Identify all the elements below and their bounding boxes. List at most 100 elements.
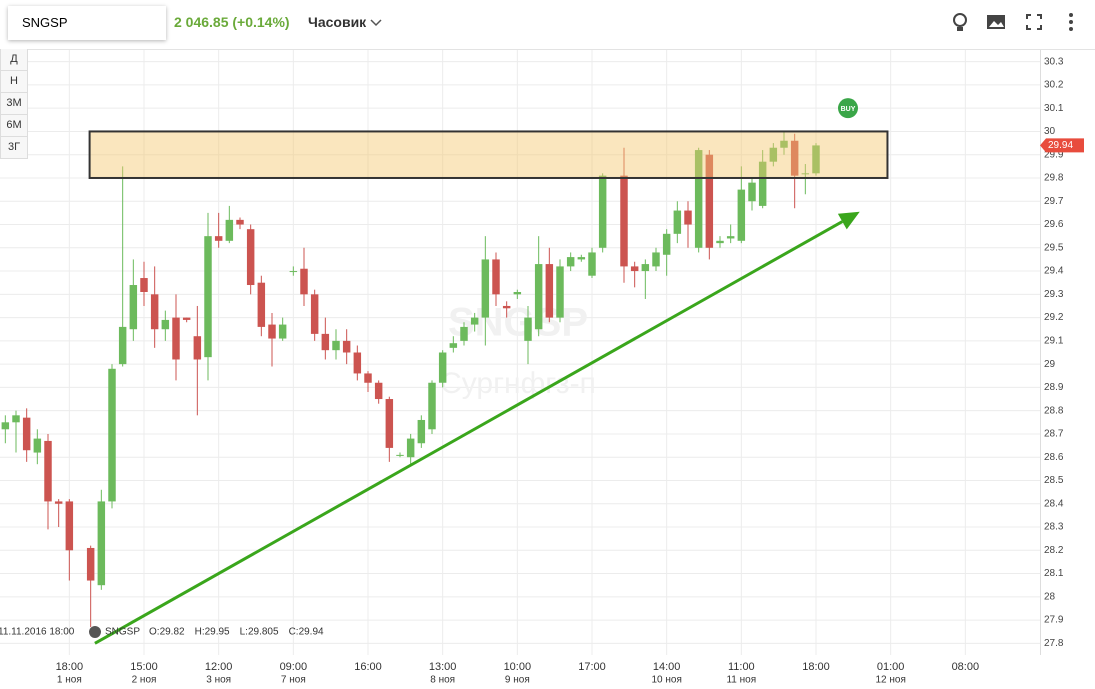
candle-body <box>172 317 180 360</box>
candle-body <box>737 189 746 241</box>
candle-body <box>193 336 202 360</box>
candle-body <box>374 382 383 400</box>
candle-body <box>150 294 159 330</box>
plot-border <box>1040 50 1041 655</box>
x-tick-label: 18:00 <box>802 661 830 673</box>
candle-body <box>545 264 554 318</box>
candle-body <box>673 210 682 234</box>
x-tick-label: 09:00 <box>280 661 308 673</box>
date-label: 10 ноя <box>651 675 681 686</box>
y-tick-label: 30.2 <box>1044 80 1064 91</box>
candle-body <box>428 382 436 430</box>
y-tick-label: 28.5 <box>1044 475 1064 486</box>
candle-body <box>577 257 586 260</box>
legend-dot <box>89 626 101 638</box>
candle-body <box>214 236 223 241</box>
candle-body <box>460 326 468 341</box>
range-button[interactable]: 6М <box>0 115 28 137</box>
y-tick-label: 29.3 <box>1044 289 1064 300</box>
candle-body <box>705 154 714 248</box>
candle-body <box>684 210 692 225</box>
image-icon[interactable] <box>987 15 1005 29</box>
y-tick-label: 29.5 <box>1044 242 1064 253</box>
symbol-input[interactable]: SNGSP <box>8 6 166 40</box>
candle-body <box>694 150 703 248</box>
menu-icon[interactable] <box>1069 13 1073 31</box>
x-tick-label: 11:00 <box>728 661 755 673</box>
y-tick-label: 29.9 <box>1044 149 1064 160</box>
candle-body <box>385 399 394 448</box>
candle-body <box>300 268 308 295</box>
candle-body <box>225 219 234 241</box>
interval-select[interactable]: Часовик <box>308 14 382 30</box>
candle-body <box>54 501 63 504</box>
x-tick-label: 13:00 <box>429 661 457 673</box>
y-tick-label: 28.7 <box>1044 429 1064 440</box>
x-tick-label: 12:00 <box>205 661 233 673</box>
candle-body <box>566 257 575 267</box>
y-tick-label: 29.6 <box>1044 219 1064 230</box>
y-tick-label: 28.3 <box>1044 522 1064 533</box>
fullscreen-icon[interactable] <box>1026 14 1042 30</box>
y-tick-label: 28.9 <box>1044 382 1064 393</box>
candle-body <box>534 264 543 330</box>
candle-body <box>342 340 351 353</box>
date-label: 12 ноя <box>875 675 905 686</box>
range-button[interactable]: Н <box>0 71 28 93</box>
candle-body <box>236 219 244 225</box>
date-label: 3 ноя <box>206 675 231 686</box>
candle-body <box>769 147 778 162</box>
y-tick-label: 29 <box>1044 359 1056 370</box>
date-label: 11 ноя <box>726 675 756 686</box>
y-tick-label: 27.9 <box>1044 615 1064 626</box>
candle-body <box>182 317 191 320</box>
candle-body <box>652 252 660 267</box>
candle-body <box>1 422 10 430</box>
range-button[interactable]: Д <box>0 49 28 71</box>
candle-body <box>332 340 340 351</box>
candle-body <box>108 368 116 502</box>
y-tick-label: 29.8 <box>1044 173 1064 184</box>
candle-body <box>364 373 372 383</box>
legend-ohlc-label: H: <box>195 627 205 638</box>
price: 2 046.85 (+0.14%) <box>174 14 290 30</box>
date-label: 1 ноя <box>57 675 82 686</box>
candle-body <box>556 266 564 318</box>
y-tick-label: 29.4 <box>1044 266 1064 277</box>
date-label: 7 ноя <box>281 675 306 686</box>
candle-body <box>758 161 767 206</box>
legend-ohlc-label: C: <box>289 627 299 638</box>
range-button[interactable]: 3М <box>0 93 28 115</box>
candle-body <box>268 324 276 339</box>
candle-body <box>502 305 511 309</box>
legend-ohlc-value: 29.94 <box>299 627 324 638</box>
legend-ohlc-label: L: <box>240 627 248 638</box>
candle-body <box>812 145 820 174</box>
candle-body <box>620 175 628 267</box>
candle-body <box>246 229 255 286</box>
y-tick-label: 28.4 <box>1044 498 1064 509</box>
idea-icon[interactable] <box>953 13 967 31</box>
candle-body <box>310 294 319 334</box>
legend-ohlc-value: 29.82 <box>160 627 185 638</box>
candle-body <box>289 271 298 273</box>
range-button[interactable]: 3Г <box>0 137 28 159</box>
candle-body <box>65 501 74 551</box>
candle-body <box>321 333 330 351</box>
candle-body <box>86 547 95 581</box>
candle-body <box>396 454 404 456</box>
candle-body <box>278 324 287 339</box>
candle-body <box>662 233 671 255</box>
interval-label: Часовик <box>308 14 367 30</box>
legend-symbol: SNGSP <box>105 627 140 638</box>
x-tick-label: 08:00 <box>952 661 980 673</box>
candle-body <box>726 236 735 239</box>
date-label: 2 ноя <box>132 675 157 686</box>
candle-body <box>524 317 532 341</box>
trend-arrowhead <box>837 211 860 230</box>
legend-ohlc-value: 29.805 <box>248 627 279 638</box>
legend-ohlc-label: O: <box>149 627 160 638</box>
x-tick-label: 15:00 <box>130 661 158 673</box>
y-tick-label: 27.8 <box>1044 638 1064 649</box>
